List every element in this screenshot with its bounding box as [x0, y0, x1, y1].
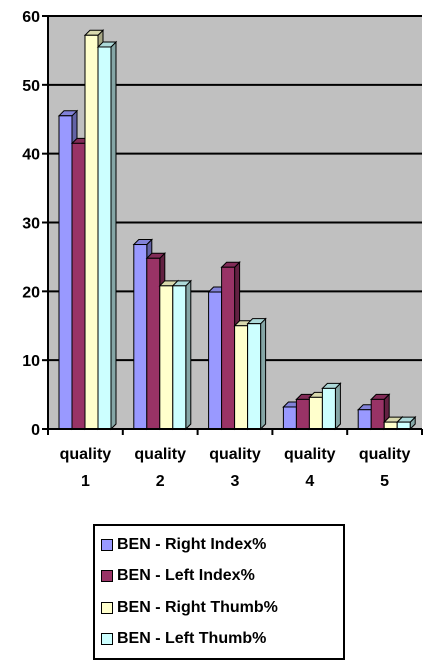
bars	[57, 29, 417, 431]
bar	[395, 415, 417, 431]
legend-item-left-thumb: BEN - Left Thumb%	[101, 628, 266, 650]
bar	[96, 40, 118, 431]
x-tick-label: 2	[156, 473, 165, 490]
legend-item-right-index: BEN - Right Index%	[101, 534, 266, 556]
y-tick-label: 60	[22, 9, 40, 26]
legend-item-right-thumb: BEN - Right Thumb%	[101, 597, 278, 619]
legend-label-right-index: BEN - Right Index%	[117, 536, 267, 553]
legend-swatch-left-thumb	[101, 633, 113, 645]
x-tick-label: 5	[380, 473, 389, 490]
legend-label-left-index: BEN - Left Index%	[117, 567, 255, 584]
legend-item-left-index: BEN - Left Index%	[101, 565, 255, 587]
bar	[369, 393, 391, 431]
y-tick-label: 20	[22, 284, 40, 301]
y-tick-label: 50	[22, 78, 40, 95]
legend: BEN - Right Index% BEN - Left Index% BEN…	[93, 524, 345, 660]
x-tick-label: 4	[305, 473, 314, 490]
legend-swatch-right-thumb	[101, 602, 113, 614]
y-tick-label: 0	[31, 422, 40, 439]
x-tick-label: quality	[284, 446, 336, 463]
legend-label-left-thumb: BEN - Left Thumb%	[117, 630, 267, 647]
bar	[321, 382, 342, 431]
x-tick-label: 3	[231, 473, 240, 490]
y-axis-ticks: 0 10 20 30 40 50 60	[22, 9, 48, 439]
x-tick-label: quality	[60, 446, 112, 463]
bar	[171, 279, 193, 431]
y-tick-label: 10	[22, 353, 40, 370]
x-tick-label: quality	[209, 446, 261, 463]
x-axis-ticks: quality 1 quality 2 quality 3 quality 4 quality 5	[47, 429, 423, 490]
legend-swatch-left-index	[101, 570, 113, 582]
y-tick-label: 30	[22, 216, 40, 233]
legend-label-right-thumb: BEN - Right Thumb%	[117, 599, 278, 616]
bar	[246, 317, 267, 431]
x-tick-label: quality	[359, 446, 411, 463]
y-tick-label: 40	[22, 147, 40, 164]
x-tick-label: quality	[134, 446, 186, 463]
x-tick-label: 1	[81, 473, 90, 490]
legend-swatch-right-index	[101, 539, 113, 551]
